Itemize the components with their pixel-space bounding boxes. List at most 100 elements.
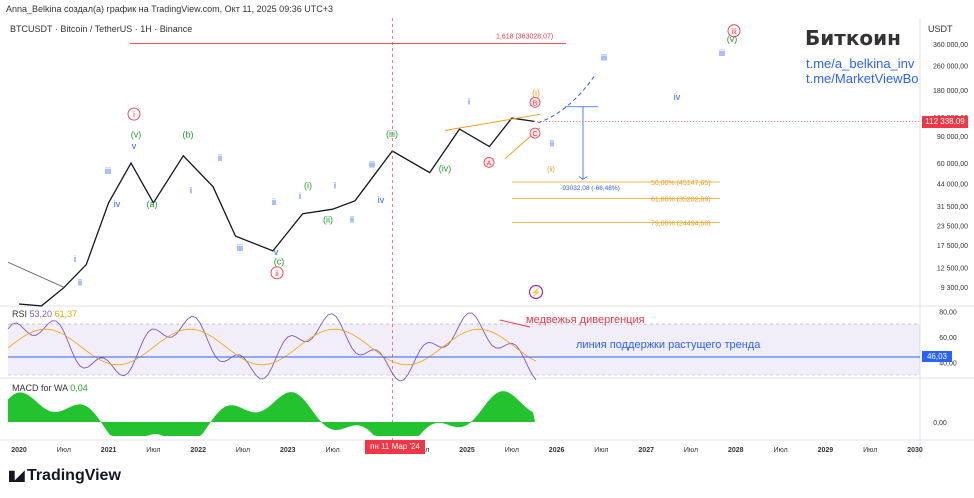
price-axis-tick-label: 31 500,00 xyxy=(937,204,968,211)
price-axis-tick-label: 180 000,00 xyxy=(933,88,968,95)
macd-value: 0,04 xyxy=(70,383,88,393)
circled-wave-label: i xyxy=(133,110,135,119)
time-axis-tick-label: Июл xyxy=(684,447,698,454)
wave-label: (iv) xyxy=(439,163,452,173)
price-axis-tick-label: 17 500,00 xyxy=(937,243,968,250)
time-axis-tick-label: 2025 xyxy=(459,447,475,454)
wave-label: (a) xyxy=(147,199,158,209)
bearish-divergence-label: медвежья дивергенция xyxy=(526,314,645,326)
telegram-link-2[interactable]: t.me/MarketViewBo xyxy=(806,71,919,86)
wave-label: iii xyxy=(719,48,725,58)
crosshair-date-flag: пн 11 Мар '24 xyxy=(365,440,425,454)
circled-abc-marker xyxy=(529,96,541,108)
macd-title: MACD for WA xyxy=(12,383,68,393)
wave-label: (v) xyxy=(727,34,738,44)
macd-histogram-area xyxy=(8,391,535,436)
price-axis-tick-label: 260 000,00 xyxy=(933,64,968,71)
rsi-band xyxy=(8,324,920,375)
wave-label: iv xyxy=(674,92,681,102)
wave-label: iv xyxy=(114,199,121,209)
price-axis-tick-label: 23 500,00 xyxy=(937,223,968,230)
wave-label: v xyxy=(132,141,137,151)
wave-label: iii xyxy=(601,53,607,63)
time-axis-tick-label: 2020 xyxy=(11,447,27,454)
early-trend-line xyxy=(7,261,66,289)
wave-label: (c) xyxy=(274,257,285,267)
event-icon-glyph: ⚡ xyxy=(531,287,541,297)
macd-axis-tick-label: 0,00 xyxy=(933,420,947,427)
price-axis-tick-label: 12 500,00 xyxy=(937,265,968,272)
wave-label: ii xyxy=(272,197,276,207)
wave-label: ii xyxy=(550,139,554,149)
time-axis-tick-label: Июл xyxy=(57,447,71,454)
price-axis-tick-label: 9 300,00 xyxy=(941,285,968,292)
time-axis-tick-label: 2021 xyxy=(101,447,117,454)
time-axis-tick-label: 2028 xyxy=(728,447,744,454)
projection-dashed-path xyxy=(537,73,597,124)
fib-level-label: 50,00% (45147,65) xyxy=(651,180,711,187)
wave-label: i xyxy=(468,96,470,106)
wave-label: i xyxy=(334,180,336,190)
wave-label: v xyxy=(274,247,279,257)
circled-wave-marker xyxy=(727,24,741,38)
measure-label: -93032,08 (-66,48%) xyxy=(560,185,620,192)
wave-label: iii xyxy=(105,166,111,176)
rsi-axis-tick-label: 40,00 xyxy=(939,360,957,367)
wave-label: (v) xyxy=(131,130,142,140)
circled-abc-label: B xyxy=(533,100,538,107)
time-axis-tick-label: 2029 xyxy=(818,447,834,454)
price-axis-tick-label: 60 000,00 xyxy=(937,161,968,168)
price-series-line xyxy=(18,117,535,307)
fib-level-label: 1,618 (363028,07) xyxy=(496,33,553,40)
symbol-line[interactable]: BTCUSDT · Bitcoin / TetherUS · 1H · Bina… xyxy=(10,24,193,34)
wave-label: i xyxy=(299,191,301,201)
circled-wave-label: ii xyxy=(275,269,279,278)
time-axis-tick-label: Июл xyxy=(863,447,877,454)
wave-label: iv xyxy=(378,195,385,205)
currency-label: USDT xyxy=(928,24,953,34)
wave-label: ii xyxy=(78,278,82,288)
circled-abc-label: A xyxy=(487,160,492,167)
wave-label: (ii) xyxy=(547,166,555,173)
time-axis-tick-label: Июл xyxy=(594,447,608,454)
wave-label: i xyxy=(74,254,76,264)
time-axis-tick-label: Июл xyxy=(773,447,787,454)
fib-level-label: 79,00% (24494,68) xyxy=(651,221,711,228)
rsi-ma-value: 61,37 xyxy=(54,309,78,319)
telegram-link-1[interactable]: t.me/a_belkina_inv xyxy=(806,56,915,71)
time-axis-tick-label: 2027 xyxy=(638,447,654,454)
triangle-upper-line xyxy=(444,113,541,131)
rsi-line xyxy=(7,312,537,382)
fib-level-label: 61,80% (35202,89) xyxy=(651,197,711,204)
macd-legend[interactable]: MACD for WA 0,04 xyxy=(12,383,88,393)
price-axis-tick-label: 90 000,00 xyxy=(937,134,968,141)
time-axis-tick-label: Июл xyxy=(505,447,519,454)
branding-title: Биткоин xyxy=(805,26,901,50)
rsi-current-flag: 46,03 xyxy=(922,351,952,362)
rsi-axis-tick-label: 80,00 xyxy=(939,309,957,316)
circled-abc-marker xyxy=(483,156,495,168)
wave-label: (iii) xyxy=(386,129,398,139)
wave-label: ii xyxy=(350,215,354,225)
divergence-line xyxy=(499,319,531,328)
time-axis-tick-label: 2030 xyxy=(907,447,923,454)
circled-wave-marker xyxy=(270,266,284,280)
current-price-flag: 112 338,09 xyxy=(922,116,968,128)
rsi-title: RSI xyxy=(12,309,28,319)
time-axis-tick-label: 2022 xyxy=(190,447,206,454)
tradingview-logo-icon: ▮◢ xyxy=(8,467,25,483)
price-axis-tick-label: 360 000,00 xyxy=(933,42,968,49)
tradingview-logo-text: TradingView xyxy=(26,467,121,484)
publisher-line: Anna_Belkina создал(а) график на Trading… xyxy=(6,4,333,14)
tradingview-logo[interactable]: ▮◢ TradingView xyxy=(8,467,121,485)
rsi-legend[interactable]: RSI 53,20 61,37 xyxy=(12,309,77,319)
time-axis-tick-label: Июл xyxy=(146,447,160,454)
measure-arrow-head xyxy=(578,176,588,180)
price-axis-tick-label: 44 000,00 xyxy=(937,182,968,189)
time-axis-tick-label: Июл xyxy=(325,447,339,454)
time-axis-tick-label: Июл xyxy=(236,447,250,454)
time-axis-tick-label: 2023 xyxy=(280,447,296,454)
wave-label: iii xyxy=(237,243,243,253)
